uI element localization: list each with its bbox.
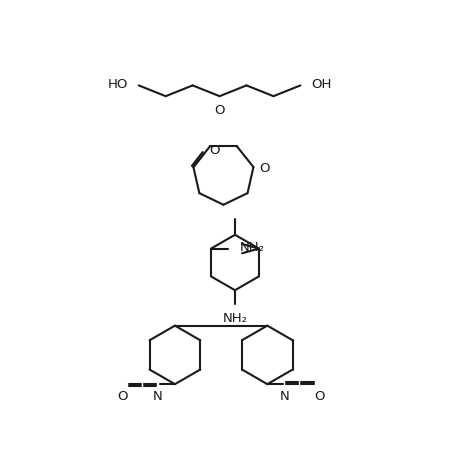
- Text: HO: HO: [108, 78, 128, 91]
- Text: NH₂: NH₂: [240, 241, 265, 254]
- Text: OH: OH: [311, 78, 331, 91]
- Text: N: N: [153, 390, 163, 403]
- Text: N: N: [279, 390, 289, 403]
- Text: O: O: [315, 390, 325, 403]
- Text: NH₂: NH₂: [222, 312, 247, 325]
- Text: O: O: [214, 104, 225, 117]
- Text: O: O: [117, 390, 128, 403]
- Text: O: O: [260, 162, 270, 175]
- Text: O: O: [209, 144, 219, 157]
